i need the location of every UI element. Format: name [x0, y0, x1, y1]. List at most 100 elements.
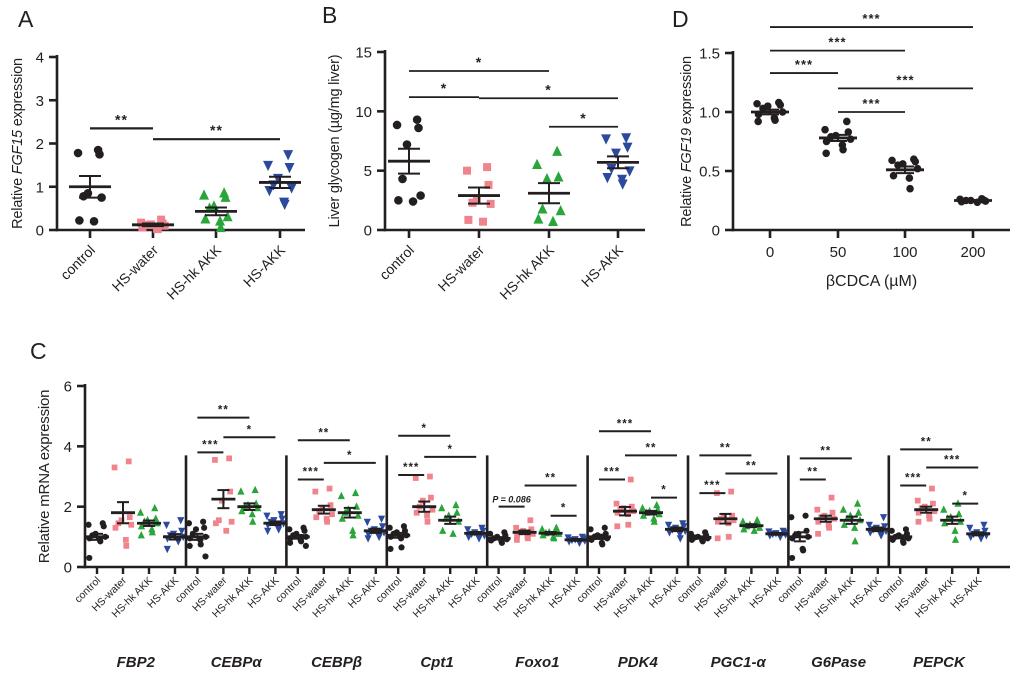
data-point-square-icon [926, 512, 932, 519]
data-point-circle-icon [699, 538, 706, 545]
sig-label: * [441, 80, 447, 96]
sig-label: ** [820, 445, 831, 457]
data-point-square-icon [413, 509, 420, 516]
data-point-triangle-up-icon [215, 215, 226, 226]
sig-label: P = 0.086 [492, 495, 531, 505]
data-point-circle-icon [197, 541, 204, 548]
data-point-circle-icon [286, 539, 294, 546]
data-point-circle-icon [788, 554, 796, 562]
data-point-triangle-up-icon [538, 524, 546, 533]
data-point-triangle-down-icon [617, 179, 628, 190]
sig-label: *** [862, 96, 880, 111]
panel-label-b: B [322, 2, 338, 28]
data-point-square-icon [828, 494, 835, 501]
data-point-triangle-down-icon [375, 533, 383, 542]
data-point-triangle-up-icon [839, 505, 847, 513]
data-point-square-icon [918, 505, 925, 512]
data-point-square-icon [424, 518, 431, 525]
data-point-square-icon [327, 502, 334, 509]
data-point-circle-icon [398, 174, 407, 184]
gene-label: PEPCK [913, 654, 966, 671]
data-point-triangle-down-icon [283, 150, 294, 161]
data-point-square-icon [428, 494, 434, 501]
group-tick-label: HS-AKK [240, 241, 289, 290]
data-point-triangle-up-icon [851, 523, 859, 531]
data-point-triangle-down-icon [865, 521, 873, 530]
data-point-square-icon [326, 485, 333, 492]
data-point-circle-icon [95, 150, 104, 159]
data-point-square-icon [826, 524, 832, 531]
panel-b-liver-glycogen-chart: 0 5 10 15 Liver glycogen (µg/mg liver) contro… [327, 45, 645, 303]
data-point-triangle-up-icon [137, 531, 145, 539]
panel-label-a: A [18, 6, 34, 32]
data-point-square-icon [123, 543, 130, 549]
data-point-triangle-down-icon [279, 199, 290, 211]
sig-label: *** [896, 72, 914, 87]
data-point-triangle-down-icon [966, 524, 974, 533]
sig-label: * [247, 424, 252, 436]
data-point-circle-icon [487, 530, 494, 537]
data-point-circle-icon [599, 541, 606, 548]
data-point-triangle-up-icon [354, 511, 362, 519]
sig-label: * [545, 81, 551, 97]
data-point-triangle-up-icon [349, 526, 357, 534]
data-point-circle-icon [302, 542, 309, 549]
data-point-square-icon [725, 533, 732, 540]
data-point-triangle-up-icon [650, 517, 658, 525]
data-point-square-icon [227, 488, 234, 495]
data-point-square-icon [223, 527, 230, 534]
data-point-square-icon [729, 512, 736, 519]
data-point-circle-icon [911, 157, 920, 166]
data-point-circle-icon [398, 544, 405, 551]
data-point-triangle-up-icon [199, 189, 210, 200]
data-point-circle-icon [192, 526, 200, 533]
data-point-square-icon [313, 514, 320, 521]
data-point-circle-icon [753, 99, 761, 108]
data-point-circle-icon [86, 554, 93, 562]
data-point-circle-icon [888, 527, 895, 534]
data-point-circle-icon [298, 538, 305, 545]
data-point-triangle-down-icon [621, 133, 632, 144]
data-point-square-icon [486, 199, 495, 208]
data-point-triangle-up-icon [533, 213, 544, 224]
data-point-triangle-up-icon [739, 517, 747, 525]
sig-label: *** [403, 462, 419, 474]
data-point-circle-icon [408, 197, 418, 206]
sig-label: ** [921, 436, 932, 448]
data-point-square-icon [212, 457, 218, 463]
data-point-circle-icon [414, 123, 423, 133]
data-point-square-icon [118, 517, 125, 524]
data-point-square-icon [528, 526, 535, 533]
data-point-triangle-up-icon [248, 509, 256, 518]
sig-label: * [962, 491, 967, 503]
sig-label: ** [746, 460, 757, 472]
x-tick-label: 0 [766, 244, 774, 261]
data-point-square-icon [483, 163, 492, 172]
data-point-circle-icon [587, 526, 594, 533]
y-tick-label: 1 [36, 179, 44, 196]
y-tick-label: 0.5 [699, 164, 720, 181]
data-point-triangle-up-icon [249, 517, 257, 525]
data-point-triangle-up-icon [238, 506, 246, 515]
y-tick-label: 0 [36, 223, 44, 240]
sig-label: *** [617, 418, 633, 430]
data-point-circle-icon [906, 184, 914, 193]
data-point-square-icon [215, 517, 222, 524]
y-tick-label: 4 [64, 439, 72, 456]
data-point-square-icon [730, 517, 737, 524]
data-point-square-icon [153, 225, 162, 234]
gene-label: CEBPβ [311, 654, 362, 671]
data-point-triangle-up-icon [550, 534, 558, 542]
sig-label: * [561, 503, 566, 515]
y-tick-label: 0 [712, 223, 720, 240]
data-point-triangle-up-icon [220, 191, 231, 202]
data-point-circle-icon [387, 545, 394, 552]
data-point-triangle-up-icon [537, 203, 548, 214]
data-point-square-icon [319, 505, 326, 512]
sig-label: * [347, 450, 352, 462]
data-point-triangle-down-icon [263, 160, 274, 172]
gene-label: G6Pase [811, 654, 866, 671]
data-point-triangle-up-icon [338, 514, 346, 522]
data-point-triangle-down-icon [981, 527, 989, 536]
